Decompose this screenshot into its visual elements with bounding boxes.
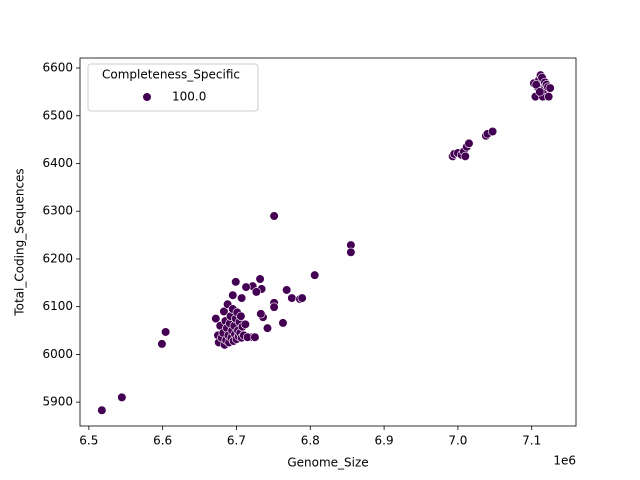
- point: [117, 392, 127, 402]
- point: [487, 126, 498, 137]
- x-axis-label: Genome_Size: [287, 456, 368, 470]
- point: [282, 285, 292, 295]
- point: [251, 287, 262, 297]
- point: [228, 290, 238, 300]
- y-tick-label: 6500: [42, 108, 73, 122]
- legend-marker: [142, 92, 152, 102]
- x-offset-label: 1e6: [553, 454, 576, 468]
- point: [256, 309, 266, 319]
- point: [219, 306, 229, 317]
- point: [269, 302, 279, 312]
- y-tick-label: 6100: [42, 299, 73, 313]
- point: [287, 293, 297, 303]
- point: [236, 311, 246, 321]
- point: [161, 327, 171, 337]
- point: [278, 318, 288, 328]
- y-axis-label: Total_Coding_Sequences: [13, 168, 27, 316]
- legend-label: 100.0: [172, 90, 206, 104]
- legend-title: Completeness_Specific: [102, 68, 240, 82]
- point: [211, 314, 221, 324]
- y-tick-label: 6300: [42, 204, 73, 218]
- point: [310, 270, 320, 280]
- y-tick-label: 6600: [42, 61, 73, 75]
- x-tick-label: 6.8: [301, 434, 320, 448]
- point: [531, 80, 541, 90]
- point: [240, 319, 250, 329]
- x-tick-label: 6.7: [227, 434, 246, 448]
- point: [346, 247, 356, 257]
- point: [269, 211, 279, 221]
- point: [250, 332, 260, 342]
- point: [545, 83, 555, 93]
- point: [544, 92, 554, 102]
- x-tick-label: 6.9: [375, 434, 394, 448]
- x-tick-label: 7.0: [448, 434, 467, 448]
- point: [241, 282, 251, 292]
- point: [97, 405, 107, 415]
- point: [297, 293, 307, 303]
- point: [237, 293, 247, 303]
- point: [460, 151, 470, 161]
- legend-box: [87, 63, 259, 112]
- x-tick-label: 6.6: [153, 434, 172, 448]
- y-tick-label: 5900: [42, 395, 73, 409]
- plot-frame: [79, 57, 577, 427]
- point: [262, 323, 273, 333]
- y-tick-label: 6000: [42, 347, 73, 361]
- point: [231, 277, 241, 287]
- point: [255, 274, 265, 284]
- x-tick-label: 7.1: [522, 434, 541, 448]
- point: [157, 339, 167, 349]
- y-tick-label: 6200: [42, 251, 73, 265]
- x-tick-label: 6.5: [79, 434, 98, 448]
- point: [464, 138, 474, 149]
- point: [535, 87, 545, 97]
- y-tick-label: 6400: [42, 156, 73, 170]
